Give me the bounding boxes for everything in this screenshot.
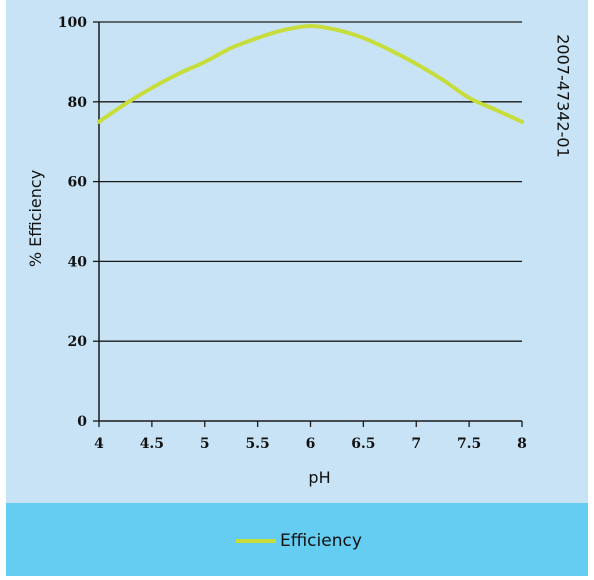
plot-panel: 0 20 40 60 80 100 4 4.5 5 5.5 6 6.5 7 7.5 8 pH % Effic… xyxy=(6,0,588,503)
legend-item-efficiency: Efficiency xyxy=(236,529,362,553)
y-axis-label: % Efficiency xyxy=(26,170,45,267)
y-tick-label-40: 40 xyxy=(68,254,88,270)
x-tick-label-7.5: 7.5 xyxy=(457,436,481,452)
x-tick-label-4: 4 xyxy=(94,436,104,452)
y-tick-label-20: 20 xyxy=(68,334,88,350)
plot-background xyxy=(6,0,588,503)
legend-label-efficiency: Efficiency xyxy=(280,531,362,551)
x-tick-label-5.5: 5.5 xyxy=(245,436,269,452)
y-tick-label-100: 100 xyxy=(58,15,87,31)
x-tick-label-6.5: 6.5 xyxy=(351,436,375,452)
x-tick-label-7: 7 xyxy=(411,436,421,452)
series-layer xyxy=(97,23,524,124)
x-tick-label-5: 5 xyxy=(200,436,210,452)
tick-labels: 0 20 40 60 80 100 4 4.5 5 5.5 6 6.5 7 7.5 8 xyxy=(58,15,527,452)
y-tick-label-0: 0 xyxy=(77,414,87,430)
axes xyxy=(93,21,523,427)
x-tick-label-8: 8 xyxy=(517,436,527,452)
x-tick-label-6: 6 xyxy=(306,436,316,452)
y-tick-label-60: 60 xyxy=(68,175,88,191)
x-axis-label: pH xyxy=(308,468,330,487)
x-tick-label-4.5: 4.5 xyxy=(140,436,164,452)
y-tick-label-80: 80 xyxy=(68,95,88,111)
legend: Efficiency xyxy=(6,503,588,576)
legend-swatch-efficiency xyxy=(236,539,276,543)
series-line-efficiency xyxy=(97,23,524,124)
gridlines xyxy=(99,21,522,342)
figure-code-label: 2007-47342-01 xyxy=(553,34,573,158)
